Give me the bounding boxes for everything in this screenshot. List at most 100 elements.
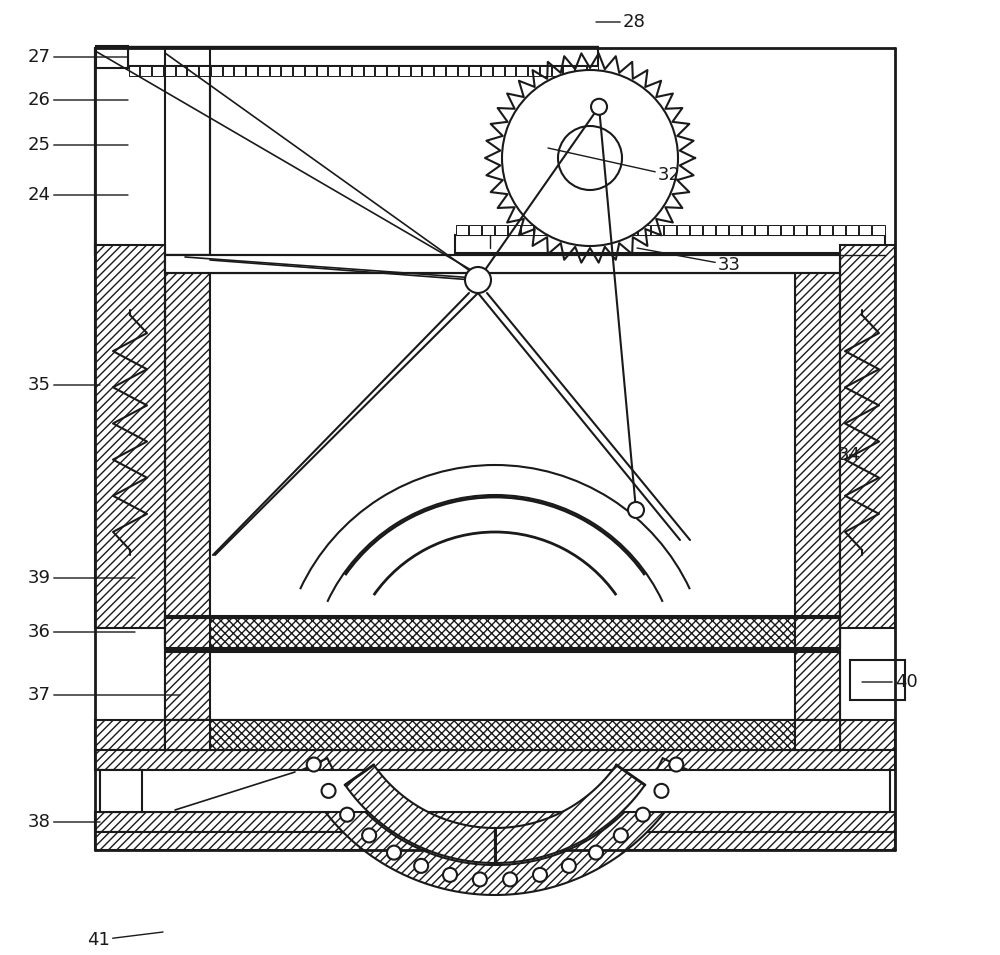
Bar	[729, 225, 741, 235]
Bar	[552, 66, 562, 76]
Bar	[211, 66, 222, 76]
Text: 37: 37	[28, 686, 180, 704]
Bar	[422, 66, 433, 76]
Text: 26: 26	[28, 91, 128, 109]
Bar	[820, 225, 832, 235]
Bar	[165, 618, 210, 648]
Bar	[651, 225, 663, 235]
Bar	[100, 770, 890, 812]
Bar	[599, 225, 611, 235]
Text: 41: 41	[87, 931, 163, 949]
Bar	[781, 225, 793, 235]
Circle shape	[591, 98, 607, 115]
Bar	[455, 235, 885, 253]
Bar	[795, 255, 840, 618]
Bar	[270, 66, 280, 76]
Bar	[458, 66, 468, 76]
Bar	[807, 225, 819, 235]
Bar	[165, 255, 840, 273]
Bar	[187, 66, 198, 76]
Text: 40: 40	[862, 673, 918, 691]
Bar	[481, 66, 492, 76]
Bar	[456, 225, 468, 235]
Bar	[493, 66, 504, 76]
Bar	[768, 225, 780, 235]
Bar	[165, 720, 840, 750]
Circle shape	[558, 126, 622, 190]
Bar	[316, 66, 327, 76]
Text: 27: 27	[28, 48, 128, 66]
Bar	[833, 225, 845, 235]
Bar	[528, 66, 539, 76]
Circle shape	[562, 859, 576, 873]
Bar	[508, 225, 520, 235]
Bar	[165, 618, 840, 648]
Circle shape	[636, 808, 650, 821]
Polygon shape	[495, 765, 645, 863]
Polygon shape	[345, 765, 495, 863]
Bar	[95, 720, 165, 750]
Bar	[563, 66, 574, 76]
Bar	[587, 66, 598, 76]
Circle shape	[473, 873, 487, 886]
Circle shape	[307, 757, 321, 772]
Bar	[165, 720, 210, 750]
Bar	[521, 225, 533, 235]
Bar	[560, 225, 572, 235]
Bar	[716, 225, 728, 235]
Bar	[794, 225, 806, 235]
Bar	[505, 66, 515, 76]
Circle shape	[589, 845, 603, 860]
Bar	[755, 225, 767, 235]
Bar	[305, 66, 316, 76]
Bar	[165, 255, 210, 618]
Bar	[95, 48, 210, 255]
Bar	[850, 660, 905, 700]
Bar	[469, 225, 481, 235]
Circle shape	[628, 502, 644, 518]
Bar	[375, 66, 386, 76]
Bar	[840, 245, 895, 628]
Bar	[100, 770, 142, 812]
Bar	[540, 66, 550, 76]
Bar	[411, 66, 421, 76]
Bar	[293, 66, 304, 76]
Bar	[95, 832, 895, 850]
Bar	[165, 652, 840, 720]
Text: 34: 34	[838, 446, 861, 464]
Circle shape	[614, 828, 628, 842]
Bar	[165, 616, 840, 650]
Bar	[859, 225, 871, 235]
Bar	[364, 66, 374, 76]
Bar	[516, 66, 527, 76]
Text: 25: 25	[28, 136, 128, 154]
Bar	[164, 66, 175, 76]
Circle shape	[443, 868, 457, 881]
Bar	[547, 225, 559, 235]
Bar	[210, 273, 795, 618]
Text: 38: 38	[28, 813, 100, 831]
Bar	[795, 652, 840, 720]
Polygon shape	[300, 758, 690, 895]
Bar	[795, 618, 840, 648]
Circle shape	[502, 70, 678, 246]
Bar	[638, 225, 650, 235]
Bar	[586, 225, 598, 235]
Bar	[482, 225, 494, 235]
Bar	[534, 225, 546, 235]
Bar	[399, 66, 410, 76]
Bar	[446, 66, 456, 76]
Bar	[165, 652, 210, 720]
Bar	[96, 46, 128, 68]
Text: 39: 39	[28, 569, 135, 587]
Bar	[795, 720, 840, 750]
Bar	[176, 66, 186, 76]
Circle shape	[669, 757, 683, 772]
Bar	[258, 66, 268, 76]
Bar	[328, 66, 339, 76]
Circle shape	[533, 868, 547, 881]
Bar	[246, 66, 257, 76]
Bar	[95, 245, 165, 628]
Bar	[612, 225, 624, 235]
Bar	[677, 225, 689, 235]
